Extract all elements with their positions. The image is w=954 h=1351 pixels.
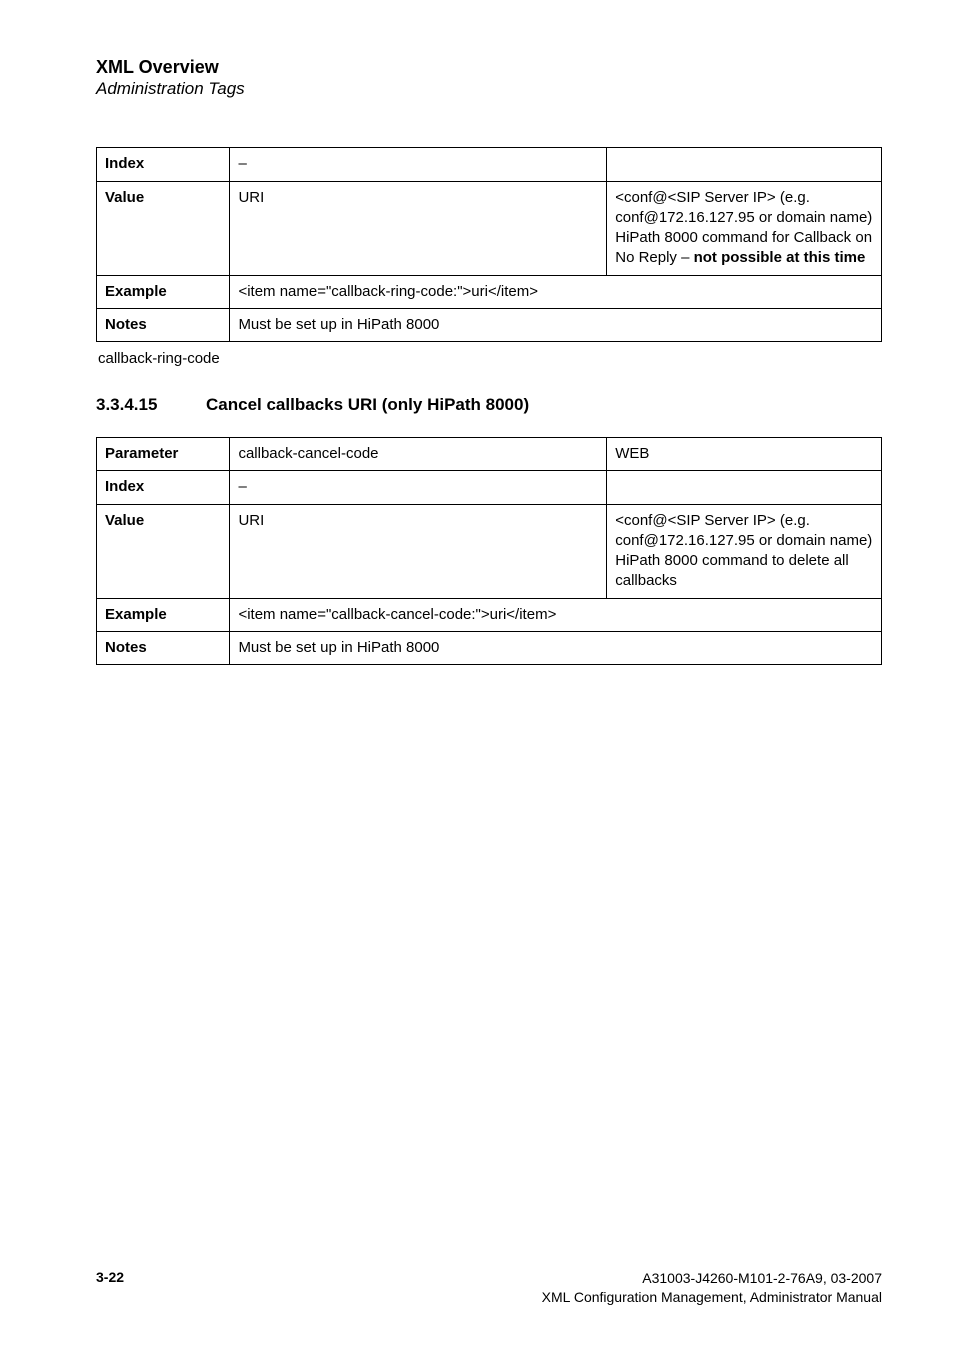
table-row: Example <item name="callback-ring-code:"… (97, 275, 882, 308)
cell-value (607, 471, 882, 504)
table-callback-ring: Index – Value URI <conf@<SIP Server IP> … (96, 147, 882, 342)
section-number: 3.3.4.15 (96, 395, 206, 415)
footer-docid: A31003-J4260-M101-2-76A9, 03-2007 (542, 1269, 882, 1288)
page-title: XML Overview (96, 56, 882, 79)
cell-value (607, 148, 882, 181)
cell-label: Index (97, 471, 230, 504)
cell-label: Notes (97, 308, 230, 341)
cell-value: callback-cancel-code (230, 438, 607, 471)
section-title: Cancel callbacks URI (only HiPath 8000) (206, 395, 529, 414)
section-heading: 3.3.4.15Cancel callbacks URI (only HiPat… (96, 395, 882, 415)
table-row: Parameter callback-cancel-code WEB (97, 438, 882, 471)
table-row: Index – (97, 471, 882, 504)
cell-value: <conf@<SIP Server IP> (e.g. conf@172.16.… (607, 504, 882, 598)
footer-page-number: 3-22 (96, 1269, 124, 1285)
cell-value: – (230, 471, 607, 504)
cell-value: <conf@<SIP Server IP> (e.g. conf@172.16.… (607, 181, 882, 275)
cell-label: Parameter (97, 438, 230, 471)
cell-label: Example (97, 275, 230, 308)
page: XML Overview Administration Tags Index –… (0, 0, 954, 1351)
cell-label: Value (97, 504, 230, 598)
cell-text-bold: not possible at this time (694, 249, 866, 266)
cell-value: Must be set up in HiPath 8000 (230, 308, 882, 341)
cell-label: Example (97, 598, 230, 631)
cell-label: Index (97, 148, 230, 181)
page-subtitle: Administration Tags (96, 79, 882, 99)
cell-value: <item name="callback-cancel-code:">uri</… (230, 598, 882, 631)
table-row: Value URI <conf@<SIP Server IP> (e.g. co… (97, 504, 882, 598)
table-row: Notes Must be set up in HiPath 8000 (97, 308, 882, 341)
cell-value: – (230, 148, 607, 181)
footer-doctitle: XML Configuration Management, Administra… (542, 1288, 882, 1307)
cell-value: WEB (607, 438, 882, 471)
cell-value: <item name="callback-ring-code:">uri</it… (230, 275, 882, 308)
cell-label: Value (97, 181, 230, 275)
table-callback-cancel: Parameter callback-cancel-code WEB Index… (96, 437, 882, 665)
cell-label: Notes (97, 631, 230, 664)
page-footer: 3-22 A31003-J4260-M101-2-76A9, 03-2007 X… (96, 1269, 882, 1307)
table-row: Notes Must be set up in HiPath 8000 (97, 631, 882, 664)
table-caption: callback-ring-code (98, 350, 882, 367)
table-row: Index – (97, 148, 882, 181)
cell-value: Must be set up in HiPath 8000 (230, 631, 882, 664)
footer-right: A31003-J4260-M101-2-76A9, 03-2007 XML Co… (542, 1269, 882, 1307)
table-row: Value URI <conf@<SIP Server IP> (e.g. co… (97, 181, 882, 275)
cell-value: URI (230, 504, 607, 598)
table-row: Example <item name="callback-cancel-code… (97, 598, 882, 631)
cell-value: URI (230, 181, 607, 275)
